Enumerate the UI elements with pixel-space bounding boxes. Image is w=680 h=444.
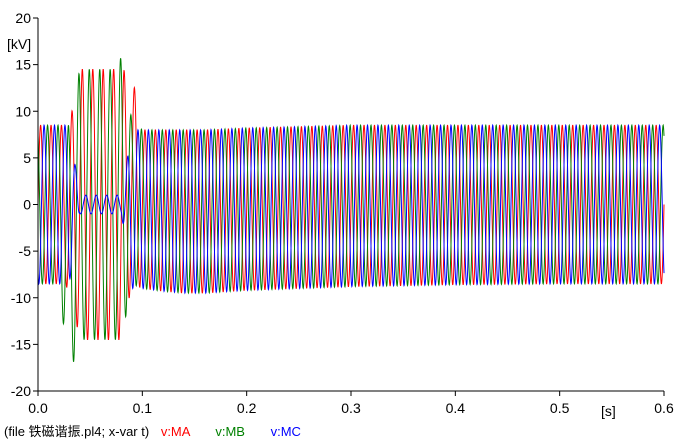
y-tick-label: 15: [15, 57, 31, 73]
series-line-v-mc: [37, 123, 665, 295]
footer-prefix: (file 铁磁谐振.pl4; x-var t): [4, 424, 149, 439]
axis-layer: 20 15 10 5 0 -5 -10 -15 -200.0 0.1 0.2 0.3 0.4 0.5 0.6: [11, 10, 674, 416]
y-tick-label: 5: [23, 150, 31, 166]
x-tick-label: 0.2: [237, 400, 257, 416]
y-axis-unit-label: [kV]: [7, 36, 31, 52]
series-line-v-mb: [37, 58, 665, 363]
footer-legend: (file 铁磁谐振.pl4; x-var t) v:MA v:MB v:MC: [4, 424, 301, 439]
y-tick-label: 20: [15, 10, 31, 26]
x-tick-label: 0.6: [654, 400, 674, 416]
legend-item-ma: v:MA: [161, 424, 191, 439]
x-tick-label: 0.3: [341, 400, 361, 416]
y-tick-label: 0: [23, 197, 31, 213]
x-tick-label: 0.1: [133, 400, 153, 416]
y-tick-label: -5: [19, 243, 32, 259]
legend-item-mb: v:MB: [215, 424, 245, 439]
series-layer: [37, 58, 665, 363]
x-tick-label: 0.0: [28, 400, 48, 416]
x-tick-label: 0.5: [550, 400, 570, 416]
legend-item-mc: v:MC: [271, 424, 301, 439]
y-tick-label: -10: [11, 290, 31, 306]
series-line-v-ma: [37, 69, 665, 340]
y-tick-label: -15: [11, 336, 31, 352]
y-tick-label: -20: [11, 383, 31, 399]
x-axis-unit-label: [s]: [601, 403, 616, 419]
x-tick-label: 0.4: [446, 400, 466, 416]
y-tick-label: 10: [15, 103, 31, 119]
